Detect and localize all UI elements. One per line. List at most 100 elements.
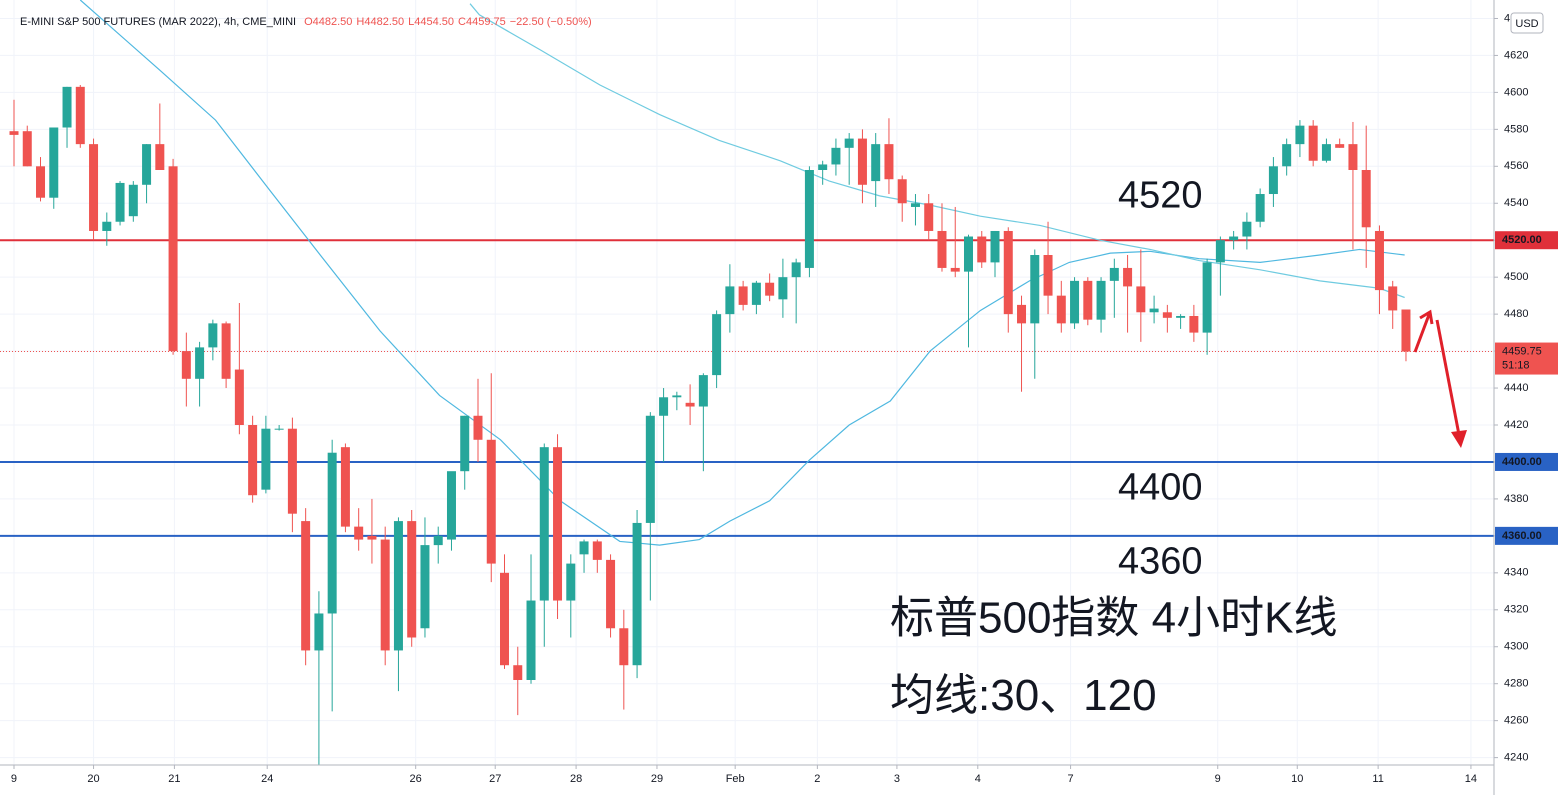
candle-body [1374, 230, 1384, 291]
candle-body [314, 613, 324, 651]
level-label: 4360.00 [1502, 530, 1542, 542]
candle-body [685, 402, 695, 407]
last-price-tag [1495, 342, 1558, 375]
candle-body [380, 539, 390, 651]
y-tick-label: 4240 [1504, 752, 1528, 764]
x-tick-label: 10 [1291, 773, 1303, 785]
title: E-MINI S&P 500 FUTURES (MAR 2022), 4h, C… [20, 16, 296, 28]
candle-body [486, 439, 496, 564]
candle-body [1096, 280, 1106, 320]
candle-body [115, 182, 125, 222]
candle-body [592, 541, 602, 560]
candle-body [1268, 166, 1278, 195]
y-tick-label: 4620 [1504, 49, 1528, 61]
y-tick-label: 4440 [1504, 382, 1528, 394]
level-label: 4400.00 [1502, 456, 1542, 468]
annotation: 均线:30、120 [890, 671, 1157, 720]
arrow-up [1413, 309, 1434, 353]
x-tick-label: 11 [1372, 773, 1383, 785]
ohlc-value: O4482.50 [304, 16, 352, 28]
candle-body [473, 415, 483, 440]
candle-body [937, 230, 947, 268]
candle-body [155, 144, 165, 170]
candle-body [420, 545, 430, 629]
candle-body [89, 144, 99, 231]
candle-body [261, 428, 271, 490]
y-tick-label: 4420 [1504, 419, 1528, 431]
candle-body [142, 144, 152, 185]
candle-body [1149, 308, 1159, 313]
level-tag [1495, 526, 1558, 545]
candle-body [698, 375, 708, 407]
x-tick-label: 26 [410, 773, 422, 785]
annotation: 4400 [1118, 467, 1203, 509]
x-tick-label: 29 [651, 773, 663, 785]
plot [9, 0, 1411, 765]
x-tick-label: Feb [726, 773, 745, 785]
candle-body [367, 535, 377, 540]
x-tick-label: 7 [1068, 773, 1074, 785]
ohlc-value: L4454.50 [408, 16, 454, 28]
candle-body [765, 282, 775, 296]
candle-body [791, 262, 801, 278]
candle-body [234, 369, 244, 425]
candle-body [1017, 304, 1027, 324]
candle-body [1295, 125, 1305, 145]
arrow-head [1451, 430, 1467, 448]
candle-body [301, 521, 311, 651]
last-price-label: 4459.75 [1502, 345, 1542, 357]
y-tick-label: 4480 [1504, 308, 1528, 320]
candle-body [75, 86, 85, 145]
candle-body [1401, 309, 1411, 352]
candle-body [1043, 255, 1053, 296]
candle-body [1030, 255, 1040, 324]
candle-body [1282, 144, 1292, 167]
x-tick-label: 14 [1465, 773, 1477, 785]
candle-body [606, 559, 616, 629]
candle-body [818, 164, 828, 170]
candle-body [393, 521, 403, 651]
candle-body [248, 425, 258, 496]
ohlc-value: −22.50 (−0.50%) [510, 16, 592, 28]
candle-body [1189, 315, 1199, 333]
currency-box [1510, 12, 1544, 34]
x-tick-label: 27 [489, 773, 501, 785]
arrow-down [1435, 319, 1462, 441]
candle-body [354, 526, 364, 540]
axes: 4240426042804300432043404360438044004420… [11, 12, 1558, 785]
level-label: 4520.00 [1502, 234, 1542, 246]
candle-body [128, 184, 138, 217]
candle-body [500, 572, 510, 666]
y-tick-label: 4260 [1504, 715, 1528, 727]
candle-body [62, 86, 72, 128]
x-tick-label: 9 [11, 773, 17, 785]
candle-body [208, 323, 218, 348]
candle-body [1348, 144, 1358, 170]
candle-body [1202, 262, 1212, 333]
candle-body [977, 236, 987, 263]
candle-body [221, 323, 231, 379]
y-tick-label: 4500 [1504, 271, 1528, 283]
candle-body [539, 447, 549, 601]
candle-body [195, 347, 205, 379]
candle-body [924, 203, 934, 231]
candle-body [857, 138, 867, 185]
x-tick-label: 4 [975, 773, 981, 785]
candle-body [897, 179, 907, 204]
candle-body [871, 144, 881, 182]
candle-body [1321, 144, 1331, 161]
candle-body [1056, 295, 1066, 324]
candle-body [168, 166, 178, 352]
candle-body [446, 471, 456, 540]
candle-body [1255, 194, 1265, 222]
y-tick-label: 4340 [1504, 567, 1528, 579]
candle-body [1242, 221, 1252, 237]
ohlc-value: C4459.75 [458, 16, 506, 28]
countdown: 51:18 [1502, 359, 1530, 371]
candle-body [659, 397, 669, 416]
candle-body [1308, 125, 1318, 161]
candle-body [884, 144, 894, 180]
y-tick-label: 4380 [1504, 493, 1528, 505]
candle-body [9, 131, 19, 135]
y-tick-label: 4540 [1504, 197, 1528, 209]
